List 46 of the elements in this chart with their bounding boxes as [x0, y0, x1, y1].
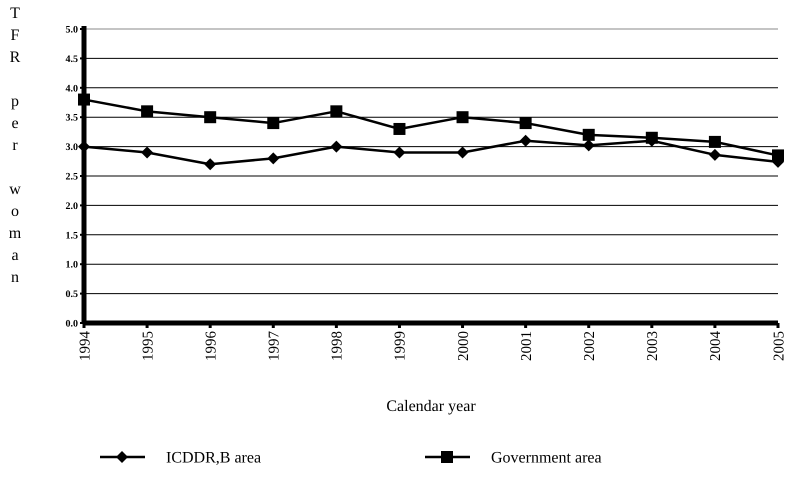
y-tick-label: 3.0: [66, 142, 78, 154]
y-tick-label: 1.5: [66, 230, 78, 242]
y-tick-label: 0.5: [66, 289, 78, 300]
point: [456, 146, 469, 158]
x-tick-label: 2004: [708, 330, 724, 361]
point: [267, 152, 280, 164]
x-tick-label: 1994: [77, 330, 94, 361]
y-tick-label: 4.5: [66, 54, 78, 65]
x-tick-label: 1998: [330, 331, 346, 361]
x-tick-label: 1999: [392, 331, 409, 361]
x-tick-label: 2003: [645, 331, 662, 361]
y-tick-label: 1.0: [66, 260, 78, 271]
point: [520, 134, 532, 147]
point: [520, 117, 532, 130]
y-tick-label: 5.0: [66, 24, 78, 36]
point: [204, 111, 216, 124]
point: [204, 158, 216, 170]
legend-label: ICDDR,B area: [166, 450, 262, 467]
x-tick-label: 1997: [266, 330, 283, 361]
x-tick-label: 2001: [518, 331, 535, 361]
point: [330, 105, 342, 118]
y-tick-label: 2.5: [66, 172, 78, 182]
x-tick-label: 2000: [456, 331, 472, 361]
x-tick-label: 2005: [771, 331, 786, 361]
point: [141, 146, 154, 158]
x-tick-label: 1996: [203, 330, 220, 361]
point: [582, 139, 595, 152]
y-tick-label: 2.0: [66, 200, 78, 212]
y-tick-label: 0.0: [66, 318, 78, 330]
point: [78, 94, 90, 106]
point: [330, 140, 342, 153]
point: [456, 111, 469, 124]
point: [267, 117, 280, 130]
y-tick-label: 4.0: [66, 83, 78, 94]
point: [708, 148, 721, 161]
text: TFR per woman: [8, 5, 22, 286]
legend-label: Government area: [491, 450, 602, 467]
point: [141, 105, 154, 118]
x-axis-title: Calendar year: [386, 398, 476, 415]
point: [582, 128, 595, 141]
x-tick-label: 1995: [140, 331, 156, 361]
y-tick-label: 3.5: [66, 112, 78, 124]
x-tick-label: 2002: [582, 331, 598, 361]
point: [393, 122, 406, 135]
point: [393, 146, 406, 158]
point: [708, 136, 721, 148]
